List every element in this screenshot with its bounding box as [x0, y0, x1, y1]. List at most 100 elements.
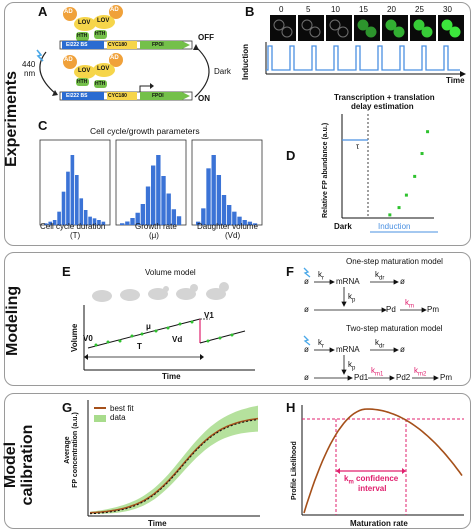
pm-1: Pm: [427, 305, 439, 314]
cell-4-bud: [190, 284, 198, 292]
pd-1: Pd: [386, 305, 396, 314]
empty-set-6: ø: [304, 373, 309, 382]
time-label-30: 30: [443, 5, 452, 14]
t-label: T: [137, 342, 142, 351]
induction-axis-label: Induction: [241, 44, 250, 80]
empty-set-2: ø: [400, 277, 405, 286]
fpoi-label-on: FPOI: [152, 93, 164, 99]
volume-point-2: [118, 339, 122, 343]
hist1-bar-4: [61, 191, 66, 225]
panel-c-title: Cell cycle/growth parameters: [90, 126, 200, 136]
kdr-label-2: kdr: [375, 338, 385, 350]
hist1-bar-3: [57, 211, 61, 225]
tau-label: τ: [356, 142, 360, 151]
hist3-bar-9: [242, 220, 247, 225]
hist1-bar-8: [79, 198, 84, 225]
hist3-bar-1: [201, 208, 206, 225]
hist3-label-line2: (Vd): [225, 231, 241, 240]
dark-arrow: [194, 47, 210, 98]
hist3-label-line1: Daughter volume: [197, 222, 258, 231]
ei222-label-on: EI222 BS: [66, 93, 88, 99]
hist2-bar-3: [135, 212, 140, 225]
fp-point-4: [420, 152, 424, 156]
v1-label: V1: [204, 311, 214, 320]
fpoi-arrow-off: [140, 41, 190, 49]
wavelength-value: 440: [22, 60, 36, 69]
ci-label-1: km confidence: [344, 474, 399, 486]
cell-2: [120, 289, 140, 301]
ei222-label-off: EI222 BS: [66, 42, 88, 48]
fp-point-1: [397, 206, 401, 210]
dark-arrowhead: [193, 44, 199, 50]
hist3-bar-2: [206, 168, 211, 225]
cell-b-2: [337, 26, 349, 38]
induction-axis-label-d: Induction: [378, 222, 411, 231]
ci-label-2: interval: [358, 484, 387, 493]
off-label: OFF: [198, 33, 214, 42]
volume-point-9: [206, 339, 210, 343]
hist2-bar-6: [151, 165, 156, 225]
hist1-bar-13: [101, 221, 106, 225]
pd1: Pd1: [354, 373, 369, 382]
lov-label-2: LOV: [97, 18, 110, 24]
panel-d-letter: D: [286, 148, 296, 163]
mu-label: μ: [146, 322, 151, 331]
volume-growth-line: [87, 318, 201, 349]
hth-label-3: HTH: [77, 79, 88, 85]
maturation-rate-label: Maturation rate: [350, 519, 408, 528]
kr-label-1: kr: [318, 270, 324, 282]
panel-d-title-2: delay estimation: [351, 102, 414, 111]
panel-e-letter: E: [62, 264, 71, 279]
volume-point-5: [154, 329, 158, 333]
vd-label: Vd: [172, 335, 183, 344]
experiments-panel: [4, 2, 471, 246]
hist3-bar-4: [216, 175, 222, 225]
kp-label-2: kp: [348, 360, 356, 372]
hth-label-4: HTH: [95, 81, 106, 87]
cyc180-box-on: [107, 92, 137, 100]
time-label-25: 25: [415, 5, 424, 14]
v0-label: V0: [83, 334, 93, 343]
panel-d-title-1: Transcription + translation: [334, 93, 435, 102]
lightning-icon: [36, 49, 44, 62]
lov-domain-bottom-2: [93, 63, 115, 77]
empty-set-5: ø: [400, 345, 405, 354]
legend-data-swatch: [94, 415, 106, 422]
ei222-box-off: [62, 41, 104, 49]
pd2: Pd2: [396, 373, 411, 382]
on-label: ON: [198, 94, 210, 103]
induction-pulse-trace: [266, 45, 460, 71]
panel-f-letter: F: [286, 264, 294, 279]
cell-a-3: [357, 19, 369, 31]
volume-point-3: [130, 334, 134, 338]
hist1-bar-5: [66, 171, 70, 225]
volume-axis-label: Volume: [70, 323, 79, 352]
kr-label-2: kr: [318, 338, 324, 350]
dark-axis-label: Dark: [334, 222, 352, 231]
volume-point-1: [106, 340, 110, 344]
ad-label-3: AD: [64, 57, 73, 63]
calibration-fit-plot: [87, 400, 260, 517]
time-axis-label: Time: [446, 76, 465, 85]
ad-domain-bottom-2: [109, 53, 123, 67]
hist3-bar-8: [237, 216, 242, 225]
hist2-bar-2: [130, 218, 135, 225]
fpoi-label-off: FPOI: [152, 42, 164, 48]
time-labels-row: 0 5 10 15 20 25 30: [268, 5, 474, 15]
best-fit-curve: [89, 417, 259, 514]
empty-set-4: ø: [304, 345, 309, 354]
km2-label: km2: [414, 366, 427, 378]
hist3-bar-11: [252, 223, 258, 225]
light-icon-1: [303, 267, 311, 278]
cell-b-3: [365, 26, 377, 38]
cell-5-bud: [219, 282, 229, 292]
promoter-arrow: [139, 85, 150, 92]
panel-h-ylabel: Profile Likelihood: [291, 441, 298, 500]
fp-point-2: [404, 193, 408, 197]
cell-3-bud: [163, 286, 169, 292]
hist1-label-line1: Cell cycle duration: [40, 222, 106, 231]
hist3-bar-10: [247, 221, 253, 225]
kp-label-1: kp: [348, 292, 356, 304]
hist3-bar-7: [232, 211, 237, 225]
